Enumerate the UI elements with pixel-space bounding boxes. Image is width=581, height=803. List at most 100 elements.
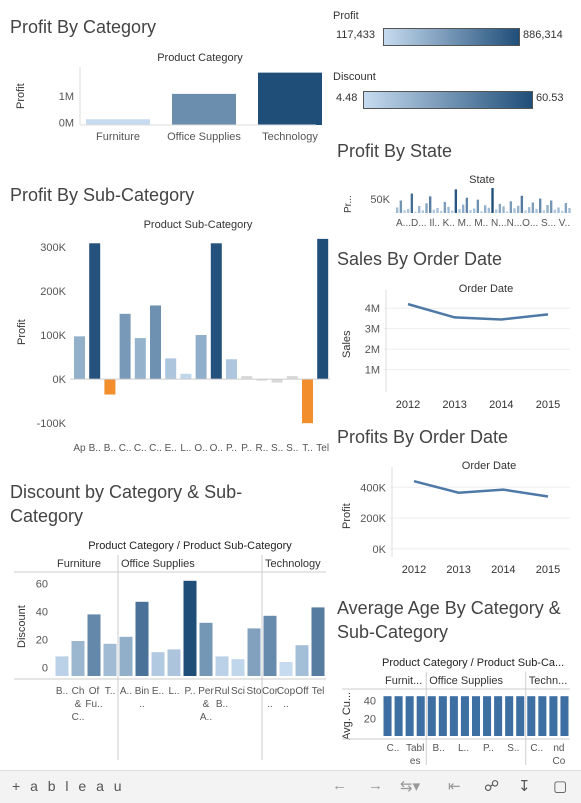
bar[interactable] [509, 201, 513, 213]
sales-by-order-date-chart[interactable]: Order Date 1M 2M 3M 4M Sales 2012 2013 2014 2015 [330, 278, 581, 413]
bar[interactable] [103, 643, 117, 676]
bar[interactable] [458, 209, 461, 213]
bar[interactable] [119, 636, 133, 676]
bar[interactable] [524, 210, 527, 214]
bar[interactable] [425, 203, 428, 213]
data-point[interactable] [546, 312, 551, 317]
avg-age-chart[interactable]: Product Category / Product Sub-Ca... 20 40… [330, 650, 581, 767]
bar[interactable] [480, 211, 483, 213]
data-point[interactable] [501, 487, 506, 492]
bar[interactable] [226, 359, 237, 380]
bar[interactable] [476, 199, 480, 213]
bar[interactable] [513, 208, 516, 213]
bar[interactable] [258, 72, 322, 125]
bar[interactable] [535, 208, 538, 213]
bar[interactable] [487, 207, 491, 213]
bar[interactable] [407, 208, 410, 213]
bar[interactable] [568, 208, 571, 213]
bar[interactable] [498, 203, 502, 213]
bar[interactable] [449, 696, 458, 736]
profit-by-state-chart[interactable]: State 50K Pr... A...D... Il.. K.. M.. M.. N… [330, 168, 581, 233]
discount-color-legend[interactable]: 4.48 60.53 [333, 89, 569, 109]
bar[interactable] [502, 206, 505, 213]
bar[interactable] [89, 243, 101, 380]
profit-color-legend[interactable]: 117,433 886,314 [333, 26, 569, 46]
bar[interactable] [241, 376, 253, 380]
bar[interactable] [505, 696, 514, 736]
bar[interactable] [150, 305, 161, 380]
bar[interactable] [483, 696, 492, 736]
bar[interactable] [55, 656, 69, 676]
bar[interactable] [471, 696, 481, 736]
bar[interactable] [557, 207, 560, 213]
profit-by-subcategory-chart[interactable]: Product Sub-Category -100K 0K 100K 200K 300K P… [0, 210, 330, 460]
bar[interactable] [451, 210, 454, 214]
bar[interactable] [460, 696, 469, 736]
bar[interactable] [135, 601, 149, 676]
bar[interactable] [495, 209, 498, 213]
bar[interactable] [520, 195, 524, 213]
bar[interactable] [183, 580, 197, 676]
bar[interactable] [279, 662, 293, 676]
bar[interactable] [167, 649, 181, 676]
bar[interactable] [286, 376, 298, 380]
bar[interactable] [443, 201, 447, 213]
bar[interactable] [210, 243, 222, 380]
bar[interactable] [440, 210, 443, 213]
bar[interactable] [491, 188, 494, 213]
fullscreen-icon[interactable]: ▢ [553, 778, 568, 795]
bar[interactable] [516, 696, 525, 736]
bar[interactable] [405, 696, 414, 736]
bar[interactable] [539, 198, 542, 213]
bar[interactable] [172, 93, 236, 125]
bar[interactable] [436, 208, 439, 213]
bar[interactable] [403, 210, 406, 213]
bar[interactable] [506, 211, 509, 213]
bar[interactable] [528, 207, 531, 213]
bar[interactable] [454, 189, 458, 213]
bar[interactable] [432, 209, 436, 213]
bar[interactable] [538, 696, 547, 736]
bar[interactable] [549, 696, 558, 736]
bar[interactable] [86, 119, 150, 125]
data-point[interactable] [499, 317, 504, 322]
bar[interactable] [302, 379, 313, 424]
bar[interactable] [119, 313, 131, 380]
bar[interactable] [165, 358, 177, 380]
revert-icon[interactable]: ⇆▾ [400, 778, 421, 795]
bar[interactable] [553, 209, 557, 213]
bar[interactable] [447, 206, 450, 213]
bar[interactable] [104, 379, 116, 395]
bar[interactable] [195, 335, 207, 380]
bar[interactable] [564, 203, 568, 213]
bar[interactable] [410, 193, 414, 213]
bar[interactable] [414, 211, 417, 213]
bar[interactable] [394, 696, 403, 736]
bar[interactable] [429, 196, 432, 213]
data-point[interactable] [456, 490, 461, 495]
undo-icon[interactable]: ← [332, 777, 347, 794]
bar[interactable] [462, 204, 465, 213]
bar[interactable] [151, 652, 165, 676]
bar[interactable] [469, 209, 472, 213]
bar[interactable] [271, 379, 283, 383]
bar[interactable] [560, 696, 569, 736]
data-point[interactable] [452, 315, 457, 320]
download-icon[interactable]: ↧ [518, 778, 531, 795]
bar[interactable] [465, 197, 469, 213]
bar[interactable] [263, 615, 277, 676]
redo-icon[interactable]: → [368, 777, 383, 794]
bar[interactable] [473, 208, 476, 213]
bar[interactable] [494, 696, 503, 736]
bar[interactable] [416, 696, 425, 736]
bar[interactable] [550, 200, 553, 214]
bar[interactable] [256, 379, 268, 381]
bar[interactable] [231, 659, 245, 676]
bar[interactable] [527, 696, 536, 736]
data-point[interactable] [546, 494, 551, 499]
bar[interactable] [542, 210, 546, 213]
bar[interactable] [418, 206, 421, 213]
first-icon[interactable]: ⇤ [448, 778, 461, 795]
bar[interactable] [247, 628, 261, 676]
bar[interactable] [317, 238, 329, 380]
